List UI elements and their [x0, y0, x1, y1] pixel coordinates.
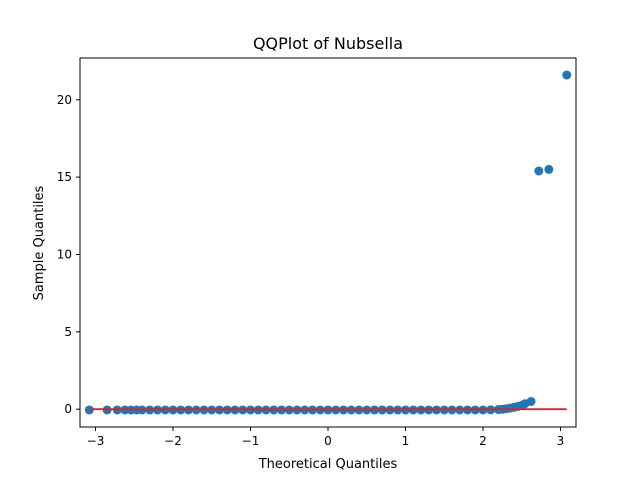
outlier-point [544, 164, 554, 174]
x-tick-label: 2 [479, 434, 487, 448]
outlier-point [534, 166, 544, 176]
data-point [526, 396, 536, 406]
x-tick-label: 3 [557, 434, 565, 448]
x-axis-label: Theoretical Quantiles [258, 457, 398, 472]
x-tick-label: −1 [242, 434, 260, 448]
plot-area [84, 70, 572, 415]
y-tick-label: 10 [57, 247, 72, 261]
y-tick-label: 15 [57, 170, 72, 184]
x-tick-label: −2 [164, 434, 182, 448]
y-tick-label: 0 [64, 402, 72, 416]
chart-title: QQPlot of Nubsella [253, 34, 403, 53]
x-tick-label: −3 [87, 434, 105, 448]
x-tick-label: 0 [324, 434, 332, 448]
y-tick-label: 20 [57, 93, 72, 107]
axes-frame [79, 57, 577, 428]
x-axis-ticks: −3 −2 −1 0 1 2 3 [87, 427, 565, 448]
y-axis-label: Sample Quantiles [32, 185, 47, 300]
y-axis-ticks: 0 5 10 15 20 [57, 93, 80, 416]
y-tick-label: 5 [64, 325, 72, 339]
outlier-point [562, 70, 572, 80]
x-tick-label: 1 [402, 434, 410, 448]
